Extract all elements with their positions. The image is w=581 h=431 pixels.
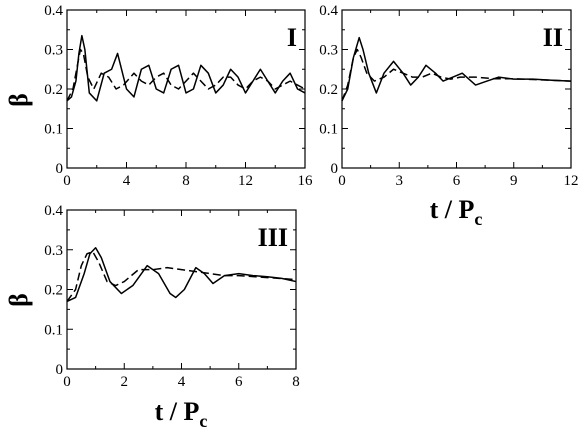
panel-label: I (287, 23, 297, 52)
y-tick-label: 0.2 (44, 82, 63, 98)
x-tick-label: 6 (235, 374, 243, 390)
y-axis-label: β (4, 93, 33, 107)
y-tick-label: 0.3 (44, 43, 63, 59)
y-tick-label: 0.4 (44, 3, 63, 19)
x-tick-label: 9 (510, 173, 518, 189)
y-axis-label: β (4, 293, 33, 307)
panel-label: II (543, 23, 563, 52)
x-tick-label: 4 (123, 173, 131, 189)
x-tick-label: 12 (564, 173, 579, 189)
plot-frame-1 (341, 9, 572, 169)
x-tick-label: 8 (182, 173, 190, 189)
x-tick-label: 0 (338, 173, 346, 189)
y-tick-label: 0.3 (44, 243, 63, 259)
series-line-solid (341, 36, 572, 102)
y-tick-label: 0 (56, 362, 64, 378)
x-tick-label: 0 (63, 173, 71, 189)
x-tick-label: 2 (121, 374, 129, 390)
y-tick-label: 0.1 (319, 122, 338, 138)
y-tick-label: 0.1 (44, 322, 63, 338)
series-line-solid (66, 34, 306, 102)
y-tick-label: 0.2 (319, 82, 338, 98)
y-tick-label: 0 (331, 161, 339, 177)
y-tick-label: 0.4 (44, 203, 63, 219)
x-axis-label: t / Pc (155, 397, 208, 431)
x-tick-label: 4 (178, 374, 186, 390)
panel-label: III (258, 223, 288, 252)
y-tick-label: 0.3 (319, 43, 338, 59)
x-tick-label: 16 (298, 173, 314, 189)
x-tick-label: 8 (292, 374, 300, 390)
y-tick-label: 0.2 (44, 283, 63, 299)
x-tick-label: 6 (453, 173, 461, 189)
x-tick-label: 0 (63, 374, 71, 390)
y-tick-label: 0 (56, 161, 64, 177)
series-line-dashed (341, 48, 572, 102)
x-tick-label: 12 (238, 173, 253, 189)
x-tick-label: 3 (396, 173, 404, 189)
y-tick-label: 0.1 (44, 122, 63, 138)
y-tick-label: 0.4 (319, 3, 338, 19)
series-line-dashed (66, 250, 297, 302)
x-axis-label: t / Pc (430, 195, 483, 229)
plot-frame-0 (66, 9, 306, 169)
series-line-solid (66, 247, 297, 303)
series-line-dashed (66, 48, 306, 102)
